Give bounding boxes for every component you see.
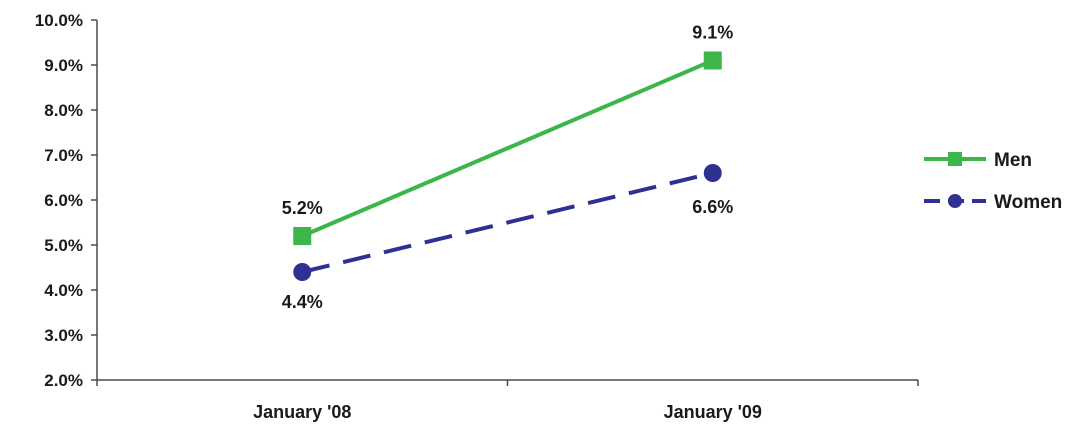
legend-men-label: Men bbox=[994, 150, 1032, 171]
chart-axes bbox=[96, 20, 918, 381]
x-tick-label: January '09 bbox=[664, 402, 762, 422]
women-point-marker bbox=[703, 164, 722, 182]
x-tick-label: January '08 bbox=[253, 402, 351, 422]
men-data-label: 9.1% bbox=[692, 23, 733, 43]
women-data-label: 4.4% bbox=[282, 292, 323, 312]
women-data-label: 6.6% bbox=[692, 197, 733, 217]
legend-men-marker bbox=[948, 152, 962, 166]
y-tick-label: 5.0% bbox=[44, 236, 83, 255]
y-tick-label: 8.0% bbox=[44, 101, 83, 120]
legend-women-marker bbox=[948, 194, 962, 208]
y-tick-label: 10.0% bbox=[35, 11, 83, 30]
legend: Men Women bbox=[924, 150, 1062, 213]
y-tick-label: 2.0% bbox=[44, 371, 83, 390]
data-labels: 5.2% 9.1% 4.4% 6.6% bbox=[282, 23, 734, 313]
legend-women-label: Women bbox=[994, 192, 1062, 213]
women-series-line bbox=[301, 171, 714, 274]
series-markers bbox=[293, 51, 722, 281]
women-point-marker bbox=[293, 263, 312, 281]
x-axis-ticks: January '08 January '09 bbox=[96, 380, 919, 422]
y-tick-label: 7.0% bbox=[44, 146, 83, 165]
series-lines bbox=[301, 58, 714, 274]
y-tick-label: 9.0% bbox=[44, 56, 83, 75]
y-tick-label: 3.0% bbox=[44, 326, 83, 345]
men-series-line bbox=[301, 58, 714, 238]
y-tick-label: 4.0% bbox=[44, 281, 83, 300]
y-tick-label: 6.0% bbox=[44, 191, 83, 210]
men-point-marker bbox=[703, 51, 722, 70]
men-data-label: 5.2% bbox=[282, 198, 323, 218]
men-point-marker bbox=[293, 227, 312, 245]
y-axis-ticks: 2.0% 3.0% 4.0% 5.0% 6.0% 7.0% 8.0% 9.0% 10.0% bbox=[35, 11, 97, 390]
